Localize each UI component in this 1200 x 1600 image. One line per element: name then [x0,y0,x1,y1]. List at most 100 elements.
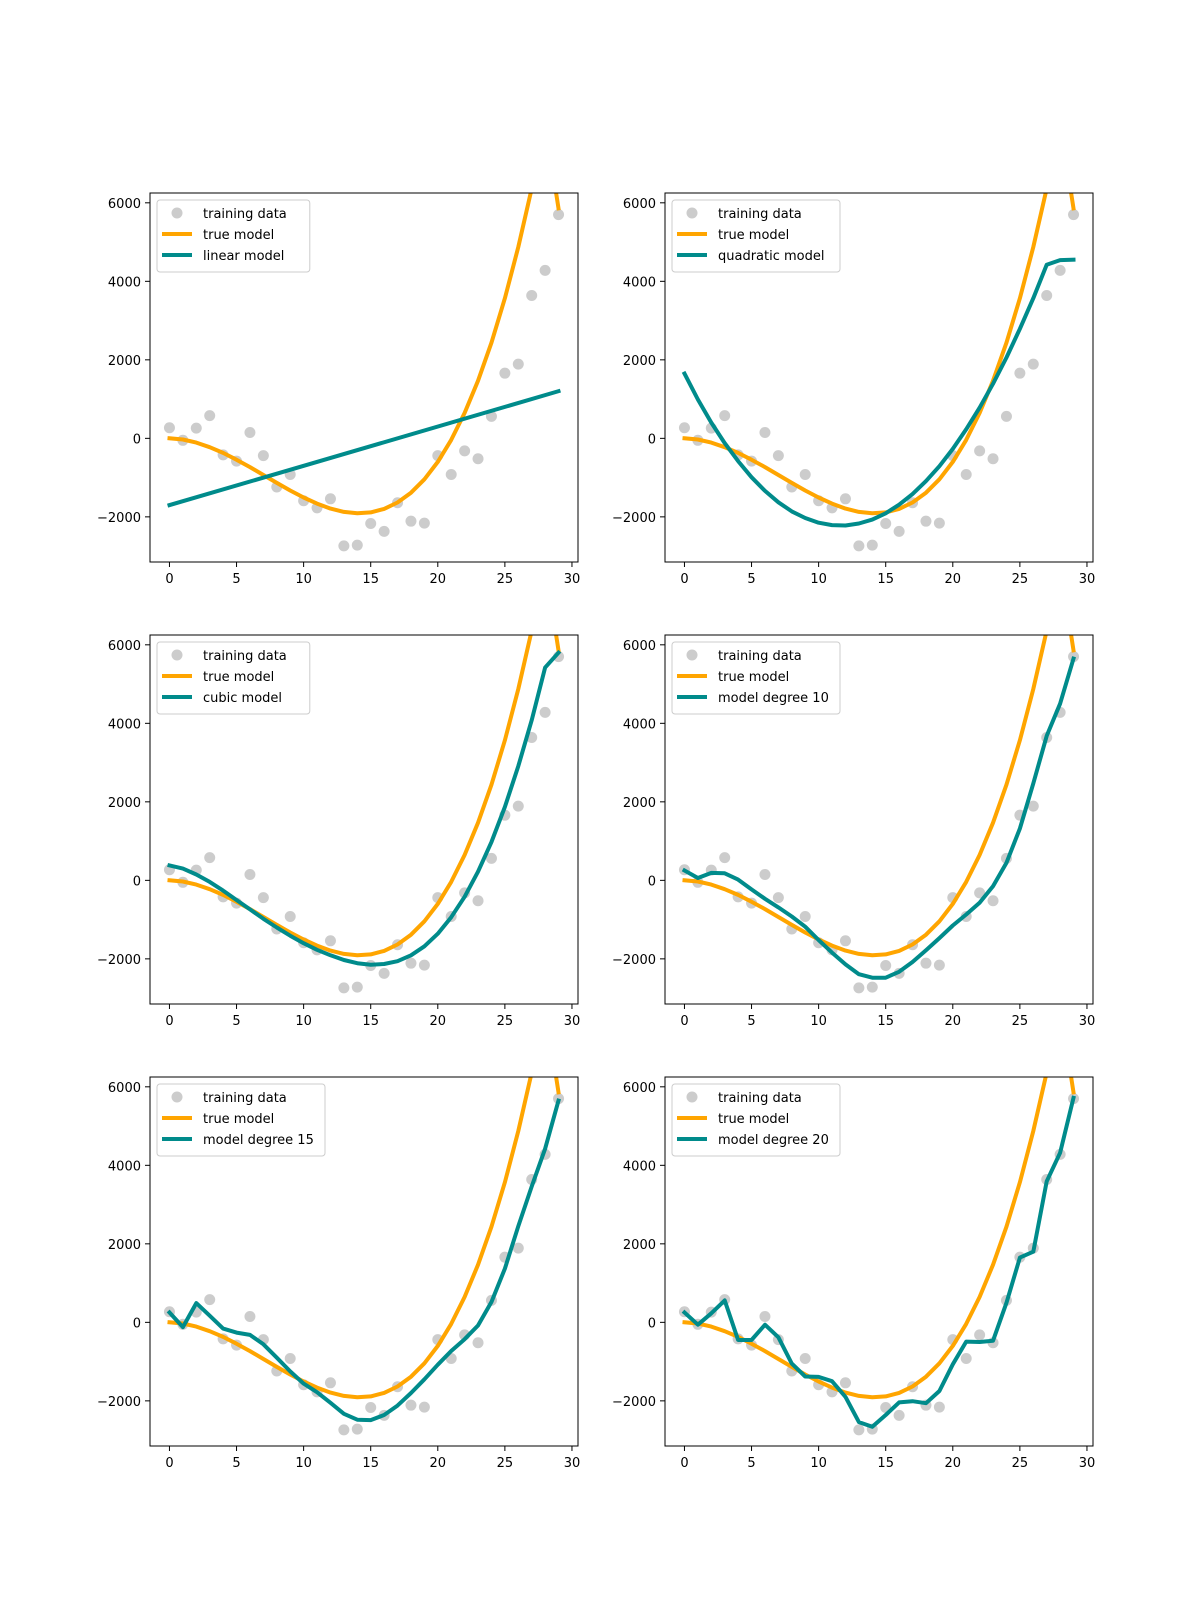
legend-label: training data [203,1091,287,1106]
training-data-point [920,515,932,527]
training-data-point [257,892,269,904]
x-tick-label: 5 [747,1014,755,1029]
x-tick-label: 25 [1012,572,1029,587]
training-data-point [472,1337,484,1349]
true-model-line [167,193,561,516]
training-data-point [853,1424,865,1436]
x-tick-label: 20 [430,1014,447,1029]
y-tick-label: 6000 [108,197,141,212]
x-tick-label: 0 [165,572,173,587]
y-tick-label: 0 [133,874,141,889]
training-data-point [920,957,932,969]
x-tick-label: 30 [1079,1456,1096,1471]
training-data-point [418,517,430,529]
training-data-point [960,1352,972,1364]
training-data-point [257,450,269,462]
training-data-point [553,209,565,221]
training-data-point [324,1377,336,1389]
legend-label: model degree 20 [718,1133,829,1148]
x-tick-label: 25 [1012,1014,1029,1029]
chart-panel-3: 0 5 10 15 20 25 30 −2000 0 2000 4000 6000 training d… [97,634,581,1029]
legend: training data true model quadratic model [671,199,841,273]
training-data-point [759,1310,771,1322]
training-data-point [472,895,484,907]
axes-frame [664,634,1094,1005]
y-tick-label: 6000 [623,639,656,654]
training-data-point [1054,264,1066,276]
training-data-point [933,959,945,971]
cubic-model-line [167,649,562,967]
training-data-point [839,935,851,947]
y-tick-label: −2000 [612,953,656,968]
legend-box [671,1083,841,1157]
training-data-point [853,540,865,552]
legend: training data true model model degree 20 [671,1083,841,1157]
training-data-point [719,852,731,864]
training-data-point [526,289,538,301]
training-data-point [190,422,202,434]
x-tick-label: 20 [945,1456,962,1471]
x-tick-label: 15 [362,1014,379,1029]
legend-marker-training-data [171,1091,183,1103]
y-tick-label: 2000 [623,796,656,811]
x-tick-label: 15 [877,572,894,587]
training-data-point [445,468,457,480]
y-tick-label: 6000 [108,639,141,654]
x-tick-label: 0 [165,1014,173,1029]
training-data-point [799,1352,811,1364]
axes-frame [664,192,1094,563]
training-data-point [1014,367,1026,379]
training-data-point [880,960,892,972]
axes-frame [149,192,579,563]
y-tick-label: 0 [648,874,656,889]
y-tick-label: 2000 [623,1238,656,1253]
legend-label: training data [718,207,802,222]
training-data-point [512,800,524,812]
training-data-point [284,910,296,922]
x-tick-label: 25 [497,1456,514,1471]
training-data-point [539,706,551,718]
y-tick-label: 0 [648,432,656,447]
training-data-point [324,493,336,505]
plot-area [678,635,1080,994]
y-tick-label: 4000 [623,1159,656,1174]
y-tick-label: 2000 [108,1238,141,1253]
legend-marker-training-data [686,1091,698,1103]
x-tick-label: 10 [810,1014,827,1029]
x-tick-label: 0 [680,1456,688,1471]
y-tick-label: 0 [133,1316,141,1331]
legend-box [156,199,311,273]
axes-frame [149,634,579,1005]
legend-label: quadratic model [718,249,825,264]
training-data-point [853,982,865,994]
x-tick-label: 10 [810,1456,827,1471]
y-tick-label: 4000 [108,1159,141,1174]
chart-panel-6: 0 5 10 15 20 25 30 −2000 0 2000 4000 6000 training d… [612,1076,1096,1471]
legend-label: true model [718,228,789,243]
x-tick-label: 20 [945,1014,962,1029]
x-tick-label: 20 [945,572,962,587]
y-tick-label: 0 [133,432,141,447]
y-tick-label: −2000 [97,511,141,526]
training-data-point [244,426,256,438]
training-data-point [974,445,986,457]
training-data-point [960,468,972,480]
training-data-point [163,422,175,434]
y-tick-label: 6000 [108,1081,141,1096]
training-data-point [839,493,851,505]
x-tick-label: 30 [564,572,581,587]
x-tick-label: 20 [430,1456,447,1471]
legend-label: training data [718,649,802,664]
legend-label: model degree 15 [203,1133,314,1148]
x-tick-label: 5 [747,572,755,587]
training-data-point [459,445,471,457]
y-tick-label: −2000 [97,953,141,968]
legend-label: true model [203,1112,274,1127]
x-tick-label: 0 [680,1014,688,1029]
training-data-point [974,887,986,899]
training-data-point [472,453,484,465]
plot-area [163,1077,565,1436]
training-data-point [974,1329,986,1341]
axes-frame [664,1076,1094,1447]
x-tick-label: 30 [564,1014,581,1029]
